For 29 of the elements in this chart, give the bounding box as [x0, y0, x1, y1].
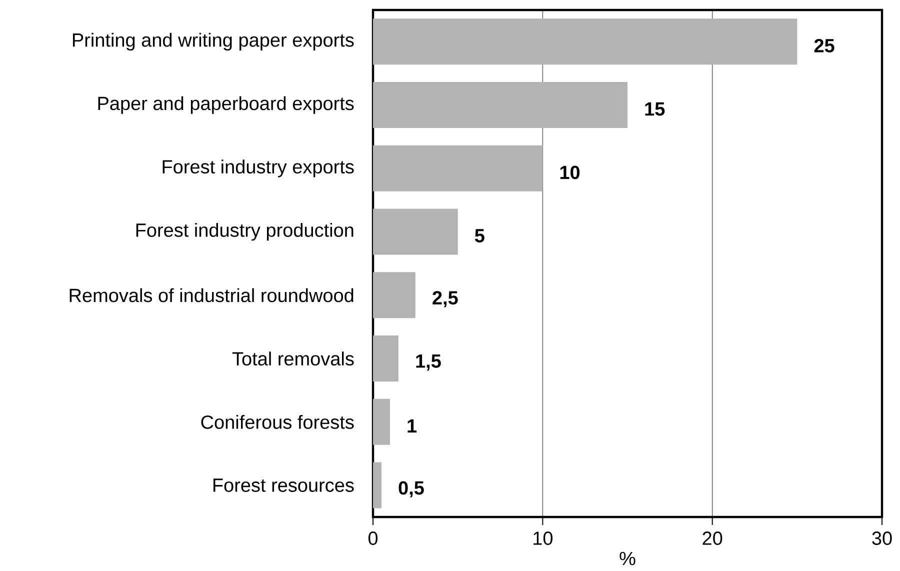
data-label: 5 — [474, 228, 484, 242]
bar — [373, 208, 458, 255]
data-label: 15 — [645, 102, 665, 116]
x-tick-label: 0 — [368, 531, 378, 545]
bar — [373, 82, 628, 128]
data-label: 1 — [408, 419, 417, 432]
data-label: 10 — [560, 165, 580, 179]
data-label: 1,5 — [416, 354, 441, 370]
y-tick-label: Removals of industrial roundwood — [70, 288, 354, 302]
y-tick-label: Forest industry exports — [162, 159, 354, 178]
y-tick-label: Total removals — [232, 351, 354, 366]
data-label: 0,5 — [398, 480, 424, 498]
data-label: 2,5 — [432, 290, 458, 308]
x-tick-label: 20 — [702, 531, 722, 545]
bar — [373, 335, 398, 382]
x-tick-label: 10 — [534, 531, 552, 545]
bar — [373, 18, 798, 64]
bar — [373, 398, 390, 445]
y-tick-label: Coniferous forests — [201, 414, 354, 429]
y-tick-label: Forest resources — [213, 478, 354, 492]
y-tick-label: Paper and paperboard exports — [98, 96, 354, 114]
bar — [373, 462, 382, 508]
x-tick-label: 30 — [872, 531, 892, 545]
bar — [373, 145, 543, 192]
y-tick-label: Printing and writing paper exports — [72, 32, 354, 50]
x-axis-title: % — [620, 552, 636, 565]
y-tick-label: Forest industry production — [136, 222, 354, 240]
bar — [373, 272, 416, 318]
data-label: 25 — [814, 38, 834, 52]
